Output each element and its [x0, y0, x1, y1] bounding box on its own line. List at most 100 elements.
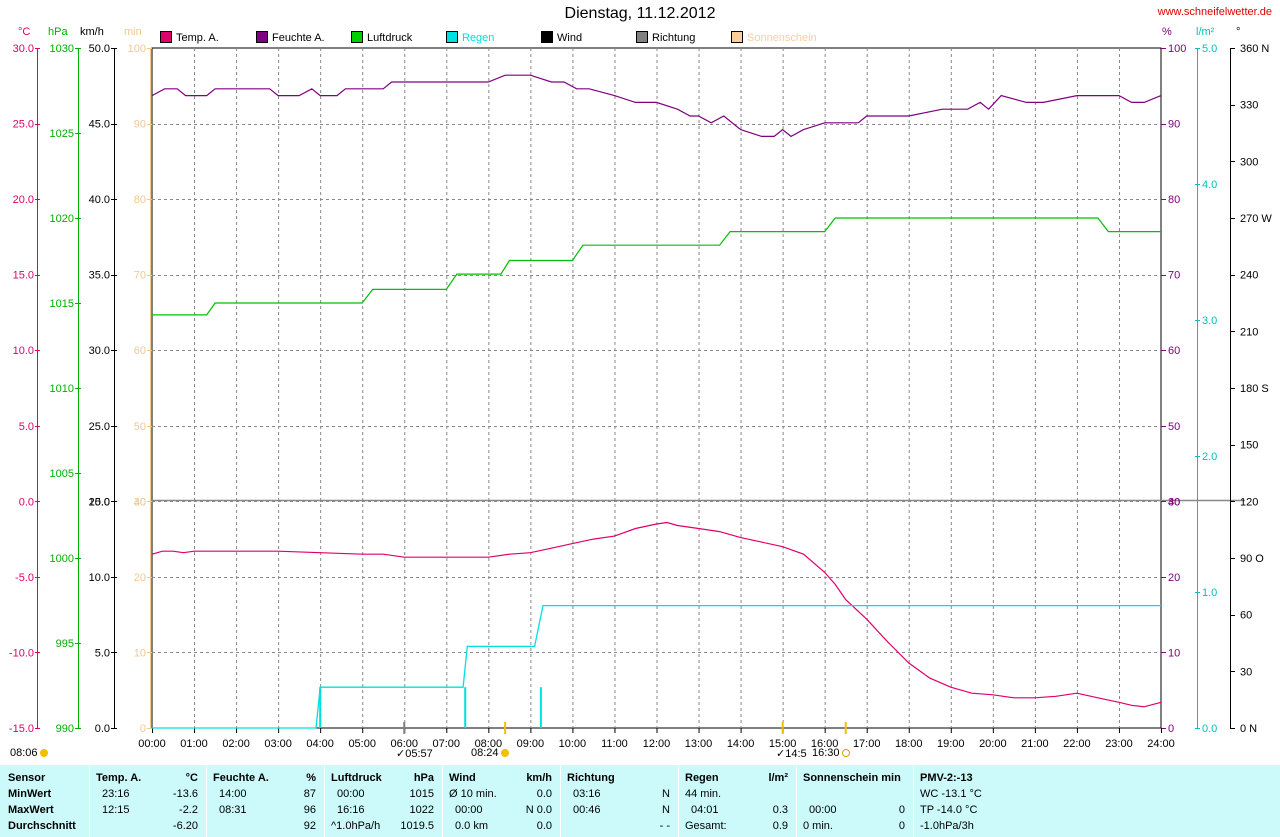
- pressure-tick-label: 1015: [50, 298, 74, 310]
- stats-hum-min: 87: [303, 788, 316, 800]
- stats-wind-unit: km/h: [526, 772, 552, 784]
- legend-swatch-pressure: [351, 31, 363, 43]
- stats-temp-max-time: 12:15: [102, 804, 130, 816]
- sunmin-tick-label: 90: [134, 119, 146, 131]
- x-tick-label: 02:00: [222, 738, 250, 750]
- wind-tick-label: 30.0: [89, 345, 110, 357]
- pressure-tick-label: 1020: [50, 213, 74, 225]
- pressure-tick-label: 995: [56, 638, 74, 650]
- stats-pmv-tp: TP -14.0 °C: [920, 804, 978, 816]
- stats-sun-header: Sonnenschein min: [803, 772, 901, 784]
- x-tick-label: 23:00: [1105, 738, 1133, 750]
- wind-tick-label: 25.0: [89, 421, 110, 433]
- stats-dir-r1v: N: [662, 788, 670, 800]
- legend-swatch-rain: [446, 31, 458, 43]
- x-tick-label: 01:00: [180, 738, 208, 750]
- temp-tick-label: 15.0: [13, 270, 34, 282]
- rain-tick-label: 2.0: [1202, 451, 1217, 463]
- legend-swatch-wind: [541, 31, 553, 43]
- sunmin-tick-label: 20: [134, 572, 146, 584]
- legend-wind: Wind: [541, 31, 582, 44]
- legend-rain: Regen: [446, 31, 494, 44]
- stats-dir-r1: 03:16: [573, 788, 601, 800]
- stats-dir-header: Richtung: [567, 772, 615, 784]
- series: [151, 74, 1162, 729]
- x-tick-label: 06:00: [390, 738, 418, 750]
- stats-press-max: 1022: [409, 804, 434, 816]
- humidity-tick-label: 40: [1168, 496, 1180, 508]
- wind-tick-label: 45.0: [89, 119, 110, 131]
- x-tick-label: 15:00: [769, 738, 797, 750]
- pressure-unit: hPa: [48, 26, 68, 38]
- pressure-tick-label: 1000: [50, 553, 74, 565]
- wind-tick-label: 15.0: [89, 496, 110, 508]
- temp-tick-label: 30.0: [13, 43, 34, 55]
- humidity-tick-label: 70: [1168, 270, 1180, 282]
- stats-press-header: Luftdruck: [331, 772, 382, 784]
- site-link[interactable]: www.schneifelwetter.de: [1157, 6, 1272, 18]
- x-tick-label: 18:00: [895, 738, 923, 750]
- direction-tick-label: 30: [1240, 666, 1252, 678]
- stats-dir-r2: 00:46: [573, 804, 601, 816]
- sun-off-icon: [841, 749, 850, 757]
- rain-tick-label: 5.0: [1202, 43, 1217, 55]
- x-tick-label: 03:00: [264, 738, 292, 750]
- legend: Temp. A. Feuchte A. Luftdruck Regen Wind…: [160, 31, 840, 45]
- stats-temp-min-time: 23:16: [102, 788, 130, 800]
- stats-col-direction: Richtung 03:16 N 00:46 N - -: [560, 765, 678, 837]
- stats-wind-r2: 00:00: [455, 804, 483, 816]
- stats-sun-r2: 00:00: [809, 804, 837, 816]
- humidity-tick-label: 0: [1168, 723, 1174, 735]
- pressure-tick-label: 1025: [50, 128, 74, 140]
- stats-col-wind: Wind km/h Ø 10 min. 0.0 00:00 N 0.0 0.0 …: [442, 765, 560, 837]
- stats-wind-r1v: 0.0: [536, 788, 552, 800]
- grid: [151, 47, 1245, 729]
- stats-hum-unit: %: [306, 772, 316, 784]
- stats-rain-r2: 04:01: [691, 804, 719, 816]
- stats-press-min: 1015: [409, 788, 434, 800]
- legend-label-wind: Wind: [557, 32, 583, 44]
- legend-swatch-temp: [160, 31, 172, 43]
- stats-rain-r3v: 0.9: [772, 820, 788, 832]
- stats-col-temp: Temp. A. °C 23:16 -13.6 12:15 -2.2 -6.20: [89, 765, 206, 837]
- sun-end-time: 16:30: [812, 747, 840, 759]
- direction-tick-label: 150: [1240, 440, 1258, 452]
- humidity-tick-label: 90: [1168, 119, 1180, 131]
- temp-tick-label: 10.0: [13, 345, 34, 357]
- stats-temp-max: -2.2: [179, 804, 198, 816]
- wind-tick-label: 40.0: [89, 194, 110, 206]
- direction-tick-label: 0 N: [1240, 723, 1257, 735]
- legend-pressure: Luftdruck: [351, 31, 412, 44]
- humidity-tick-label: 50: [1168, 421, 1180, 433]
- temp-tick-label: 20.0: [13, 194, 34, 206]
- wind-tick-label: 50.0: [89, 43, 110, 55]
- sunmin-tick-label: 100: [128, 43, 146, 55]
- x-tick-label: 19:00: [937, 738, 965, 750]
- x-tick-label: 07:00: [433, 738, 461, 750]
- stats-col-humidity: Feuchte A. % 14:00 87 08:31 96 92: [206, 765, 324, 837]
- sunmin-tick-label: 50: [134, 421, 146, 433]
- stats-sun-r3: 0 min.: [803, 820, 833, 832]
- sunrise-arrow-icon: ✓: [396, 748, 406, 760]
- temp-tick-label: 5.0: [19, 421, 34, 433]
- stats-col-sunshine: Sonnenschein min 00:00 0 0 min. 0: [796, 765, 913, 837]
- sunset-time: 14:5: [785, 748, 807, 760]
- x-tick-label: 04:00: [306, 738, 334, 750]
- sunmin-tick-label: 10: [134, 647, 146, 659]
- temp-tick-label: 0.0: [19, 496, 34, 508]
- legend-direction: Richtung: [636, 31, 695, 44]
- stats-sensor-header: Sensor: [8, 772, 46, 784]
- pressure-tick-label: 990: [56, 723, 74, 735]
- stats-hum-max: 96: [303, 804, 316, 816]
- series-line-humidity: [151, 74, 1162, 138]
- weather-chart: 30.025.020.015.010.05.00.0-5.0-10.0-15.0…: [9, 43, 1272, 750]
- humidity-tick-label: 20: [1168, 572, 1180, 584]
- legend-swatch-humidity: [256, 31, 268, 43]
- chart-title: Dienstag, 11.12.2012: [564, 5, 716, 22]
- stats-wind-r3: 0.0 km: [455, 820, 489, 832]
- sun-end-label: 16:30: [812, 747, 850, 759]
- legend-label-rain: Regen: [462, 32, 495, 44]
- stats-press-unit: hPa: [413, 772, 434, 784]
- temp-tick-label: 25.0: [13, 119, 34, 131]
- legend-label-humidity: Feuchte A.: [272, 32, 325, 44]
